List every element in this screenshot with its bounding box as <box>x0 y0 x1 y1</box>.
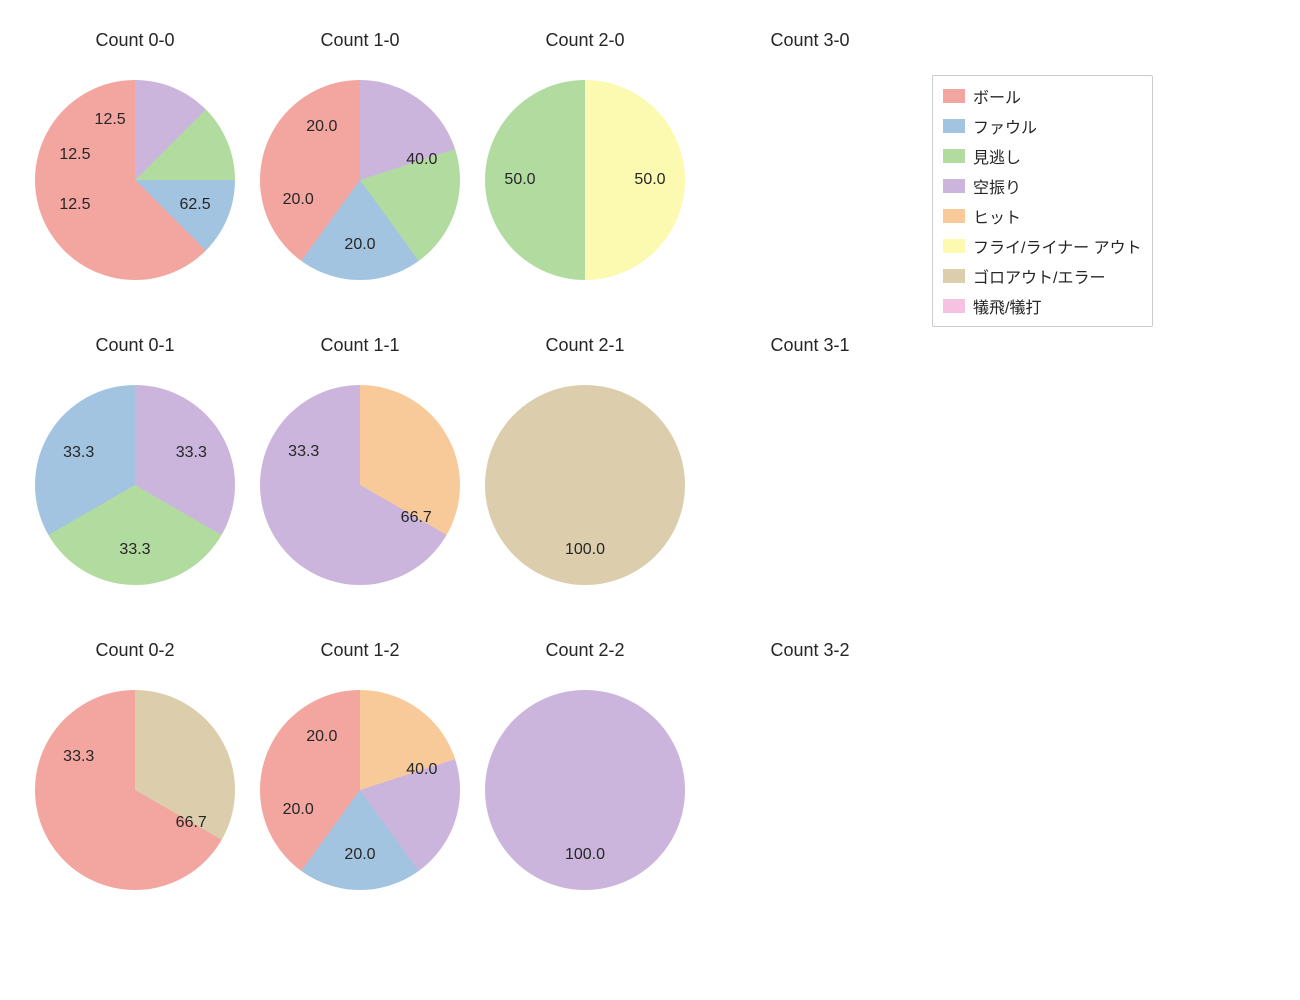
slice-label: 12.5 <box>59 146 90 164</box>
legend-item: ボール <box>943 84 1142 108</box>
panel-title: Count 3-0 <box>705 30 915 51</box>
slice-label: 33.3 <box>63 444 94 462</box>
slice-label: 33.3 <box>119 541 150 559</box>
pie <box>260 385 460 585</box>
legend-label: 犠飛/犠打 <box>973 294 1041 318</box>
panel: Count 2-1 100.0 <box>480 335 690 625</box>
panel-title: Count 3-1 <box>705 335 915 356</box>
slice-label: 20.0 <box>344 846 375 864</box>
slice-label: 50.0 <box>634 171 665 189</box>
panel: Count 1-1 66.7 33.3 <box>255 335 465 625</box>
legend-label: フライ/ライナー アウト <box>973 234 1142 258</box>
slice-label: 33.3 <box>176 444 207 462</box>
legend-item: フライ/ライナー アウト <box>943 234 1142 258</box>
legend-label: ヒット <box>973 204 1021 228</box>
panel-title: Count 2-0 <box>480 30 690 51</box>
panel-title: Count 2-1 <box>480 335 690 356</box>
legend-swatch <box>943 179 965 193</box>
panel: Count 3-0 <box>705 30 915 320</box>
panel-title: Count 3-2 <box>705 640 915 661</box>
panel-title: Count 1-1 <box>255 335 465 356</box>
legend-label: 見逃し <box>973 144 1021 168</box>
legend-swatch <box>943 299 965 313</box>
legend-label: ボール <box>973 84 1021 108</box>
slice-label: 66.7 <box>401 509 432 527</box>
panel: Count 2-0 50.0 50.0 <box>480 30 690 320</box>
slice-label: 20.0 <box>306 728 337 746</box>
slice-label: 50.0 <box>504 171 535 189</box>
slice-label: 100.0 <box>565 846 605 864</box>
legend-item: 見逃し <box>943 144 1142 168</box>
slice-label: 12.5 <box>95 111 126 129</box>
pie-grid-chart: Count 0-0 62.5 12.5 12.5 12.5 Count 1-0 40.0 20… <box>0 0 1300 1000</box>
panel: Count 3-1 <box>705 335 915 625</box>
legend-label: ゴロアウト/エラー <box>973 264 1105 288</box>
panel: Count 3-2 <box>705 640 915 930</box>
legend-label: 空振り <box>973 174 1021 198</box>
panel: Count 2-2 100.0 <box>480 640 690 930</box>
legend-item: 犠飛/犠打 <box>943 294 1142 318</box>
slice-label: 100.0 <box>565 541 605 559</box>
slice-label: 20.0 <box>306 118 337 136</box>
panel-title: Count 0-2 <box>30 640 240 661</box>
slice-label: 40.0 <box>406 151 437 169</box>
legend-swatch <box>943 89 965 103</box>
pie <box>35 690 235 890</box>
panel-title: Count 2-2 <box>480 640 690 661</box>
panel: Count 0-2 66.7 33.3 <box>30 640 240 930</box>
legend-label: ファウル <box>973 114 1037 138</box>
panel-title: Count 1-2 <box>255 640 465 661</box>
slice-label: 66.7 <box>176 814 207 832</box>
panel: Count 0-1 33.3 33.3 33.3 <box>30 335 240 625</box>
slice-label: 33.3 <box>63 748 94 766</box>
legend-swatch <box>943 149 965 163</box>
legend-swatch <box>943 209 965 223</box>
legend-item: ヒット <box>943 204 1142 228</box>
slice-label: 20.0 <box>344 236 375 254</box>
panel-title: Count 0-0 <box>30 30 240 51</box>
slice-label: 33.3 <box>288 443 319 461</box>
panel: Count 1-0 40.0 20.0 20.0 20.0 <box>255 30 465 320</box>
legend-swatch <box>943 239 965 253</box>
slice-label: 20.0 <box>283 191 314 209</box>
legend-item: ファウル <box>943 114 1142 138</box>
slice-label: 12.5 <box>59 196 90 214</box>
panel-title: Count 0-1 <box>30 335 240 356</box>
legend-swatch <box>943 269 965 283</box>
slice-label: 62.5 <box>179 196 210 214</box>
panel: Count 1-2 40.0 20.0 20.0 20.0 <box>255 640 465 930</box>
legend-item: 空振り <box>943 174 1142 198</box>
legend: ボールファウル見逃し空振りヒットフライ/ライナー アウトゴロアウト/エラー犠飛/… <box>932 75 1153 327</box>
legend-item: ゴロアウト/エラー <box>943 264 1142 288</box>
slice-label: 20.0 <box>283 801 314 819</box>
pie <box>35 80 235 280</box>
panel: Count 0-0 62.5 12.5 12.5 12.5 <box>30 30 240 320</box>
slice-label: 40.0 <box>406 761 437 779</box>
legend-swatch <box>943 119 965 133</box>
panel-title: Count 1-0 <box>255 30 465 51</box>
